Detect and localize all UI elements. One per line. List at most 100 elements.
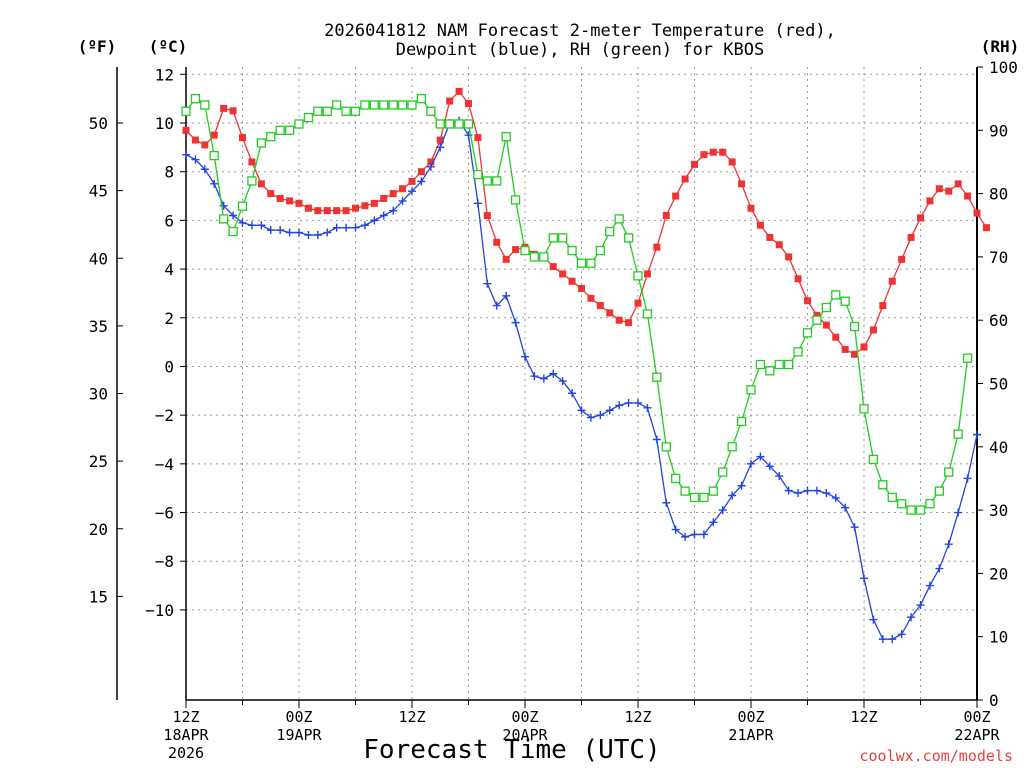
- temperature-point: [417, 168, 425, 176]
- temperature-point: [973, 209, 981, 217]
- temperature-point: [389, 190, 397, 198]
- dewpoint-point: [624, 398, 633, 407]
- dewpoint-point: [219, 201, 228, 210]
- celsius-tick-label: −6: [155, 504, 174, 523]
- rh-point: [379, 100, 389, 110]
- temperature-point: [229, 107, 237, 115]
- dewpoint-point: [511, 318, 520, 327]
- dewpoint-point: [558, 377, 567, 386]
- rh-point: [802, 328, 813, 338]
- rh-point: [576, 258, 587, 268]
- dewpoint-point: [935, 564, 944, 573]
- dewpoint-point: [728, 491, 737, 500]
- temperature-point: [700, 151, 708, 159]
- temperature-point: [860, 343, 868, 351]
- dewpoint-point: [210, 179, 219, 188]
- x-tick-label: 12Z: [398, 708, 425, 726]
- rh-point: [558, 233, 568, 243]
- rh-point: [350, 106, 361, 116]
- dewpoint-point: [276, 226, 285, 235]
- rh-point: [708, 486, 718, 496]
- temperature-point: [917, 214, 924, 222]
- temperature-point: [427, 158, 435, 166]
- rh-point: [821, 302, 831, 313]
- rh-point: [435, 119, 445, 129]
- dewpoint-point: [699, 530, 708, 539]
- rh-point: [605, 226, 615, 237]
- rh-point: [849, 321, 860, 332]
- temperature-point: [756, 221, 764, 229]
- rh-tick-label: 50: [989, 375, 1008, 394]
- temperature-point: [653, 243, 661, 251]
- chart-title-line1: 2026041812 NAM Forecast 2-meter Temperat…: [324, 21, 836, 41]
- dewpoint-point: [662, 498, 671, 507]
- temperature-point: [681, 175, 689, 183]
- x-tick-label: 00Z: [285, 708, 312, 726]
- rh-point: [944, 467, 954, 477]
- rh-point: [256, 138, 266, 148]
- dewpoint-point: [784, 486, 793, 495]
- dewpoint-point: [794, 489, 803, 498]
- dewpoint-point: [492, 301, 501, 310]
- dewpoint-point: [718, 506, 727, 515]
- dewpoint-point: [229, 211, 238, 220]
- rh-tick-label: 40: [989, 438, 1008, 457]
- temperature-point: [785, 253, 793, 261]
- rh-point: [840, 296, 850, 306]
- rh-point: [266, 131, 276, 142]
- rh-tick-label: 70: [989, 248, 1008, 267]
- dewpoint-point: [539, 374, 548, 383]
- rh-point: [784, 359, 794, 370]
- rh-tick-label: 0: [989, 691, 999, 710]
- rh-point: [294, 119, 304, 129]
- rh-point: [793, 347, 803, 357]
- rh-point: [482, 176, 492, 186]
- dewpoint-point: [643, 403, 652, 412]
- temperature-point: [323, 207, 331, 215]
- dewpoint-point: [577, 406, 586, 415]
- rh-point: [623, 233, 634, 243]
- dewpoint-point: [973, 430, 981, 439]
- temperature-point: [719, 148, 727, 156]
- temperature-point: [926, 197, 934, 205]
- temperature-point: [747, 204, 755, 212]
- temperature-point: [728, 158, 736, 166]
- dewpoint-point: [398, 196, 407, 205]
- rh-point: [473, 169, 483, 180]
- temperature-point: [606, 309, 614, 317]
- x-tick-label: 20APR: [502, 726, 548, 744]
- rh-point: [539, 252, 549, 262]
- dewpoint-point: [812, 486, 821, 495]
- dewpoint-point: [671, 525, 680, 534]
- series-line: [185, 90, 987, 356]
- rh-point: [426, 106, 436, 116]
- dewpoint-point: [502, 291, 511, 300]
- rh-point: [633, 271, 643, 281]
- dewpoint-point: [681, 532, 690, 541]
- rh-point: [661, 442, 671, 452]
- dewpoint-point: [888, 635, 897, 644]
- temperature-point: [408, 177, 416, 185]
- dewpoint-point: [690, 530, 699, 539]
- temperature-point: [286, 197, 294, 205]
- dewpoint-point: [238, 218, 247, 227]
- rh-point: [887, 492, 897, 503]
- temperature-point: [822, 321, 830, 329]
- temperature-point: [361, 202, 369, 210]
- fahrenheit-tick-label: 20: [89, 520, 108, 539]
- rh-point: [614, 214, 624, 224]
- dewpoint-point: [408, 187, 416, 196]
- rh-point: [322, 106, 332, 116]
- dewpoint-point: [285, 228, 294, 237]
- rh-point: [567, 245, 577, 256]
- x-tick-label: 12Z: [172, 708, 199, 726]
- dewpoint-point: [332, 223, 341, 232]
- rh-point: [812, 315, 822, 325]
- temperature-point: [625, 319, 633, 327]
- temperature-point: [709, 148, 717, 156]
- temperature-point: [738, 180, 746, 188]
- rh-tick-label: 30: [989, 501, 1008, 520]
- celsius-tick-label: −8: [155, 552, 174, 571]
- rh-point: [642, 309, 653, 319]
- celsius-axis-unit: (ºC): [149, 37, 188, 56]
